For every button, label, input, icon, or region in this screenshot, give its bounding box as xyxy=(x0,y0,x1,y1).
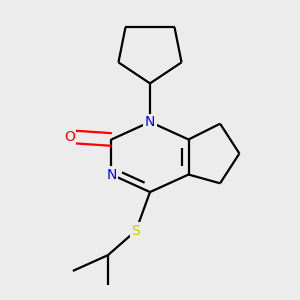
Text: O: O xyxy=(64,130,75,144)
Text: N: N xyxy=(106,167,117,182)
Text: S: S xyxy=(132,224,140,238)
Text: N: N xyxy=(145,115,155,129)
